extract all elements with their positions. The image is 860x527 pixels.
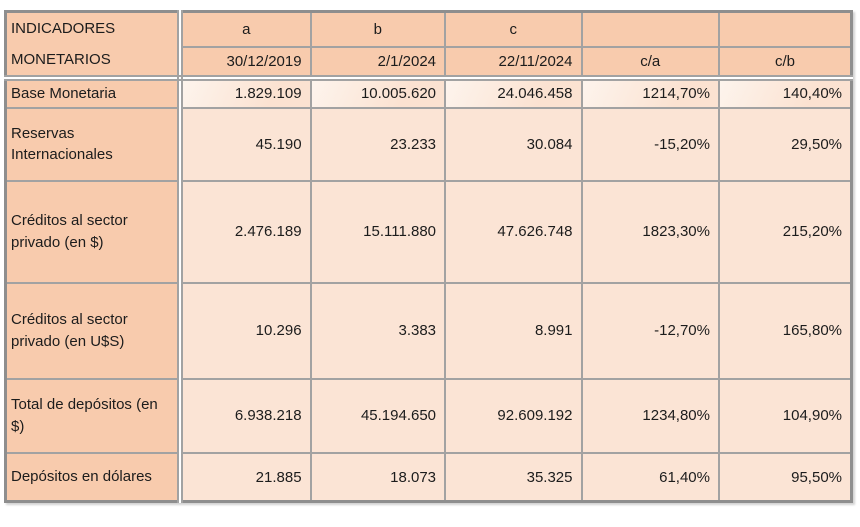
- row-label: Total de depósitos (en $): [4, 377, 184, 454]
- cell-value: 30.084: [444, 106, 583, 182]
- date-header-c: 22/11/2024: [444, 45, 583, 82]
- cell-value: 21.885: [179, 451, 312, 503]
- cell-value: 45.194.650: [309, 377, 447, 454]
- cell-value: 2.476.189: [179, 179, 312, 284]
- cell-value: 18.073: [309, 451, 447, 503]
- cell-value: 45.190: [179, 106, 312, 182]
- cell-value: -12,70%: [580, 281, 720, 380]
- cell-value: 1214,70%: [580, 77, 720, 109]
- date-header-b: 2/1/2024: [309, 45, 447, 82]
- col-header-a: a: [179, 10, 312, 48]
- table-row-creditos-pesos: Créditos al sector privado (en $) 2.476.…: [4, 179, 853, 284]
- table-title-cell: INDICADORES MONETARIOS: [4, 10, 184, 81]
- cell-value: 47.626.748: [444, 179, 583, 284]
- ratio-header-ca: c/a: [580, 45, 720, 82]
- cell-value: 165,80%: [717, 281, 853, 380]
- row-label: Depósitos en dólares: [4, 451, 184, 503]
- cell-value: 3.383: [309, 281, 447, 380]
- cell-value: 8.991: [444, 281, 583, 380]
- cell-value: 23.233: [309, 106, 447, 182]
- cell-value: 92.609.192: [444, 377, 583, 454]
- col-header-empty-1: [580, 10, 720, 48]
- table-row-reservas: Reservas Internacionales 45.190 23.233 3…: [4, 106, 853, 182]
- monetary-indicators-table: INDICADORES MONETARIOS a b c 30/12/2019 …: [4, 10, 853, 504]
- header-row-dates: 30/12/2019 2/1/2024 22/11/2024 c/a c/b: [6, 45, 853, 82]
- col-header-c: c: [444, 10, 583, 48]
- row-label: Créditos al sector privado (en U$S): [4, 281, 184, 380]
- cell-value: 215,20%: [717, 179, 853, 284]
- col-header-empty-2: [717, 10, 853, 48]
- row-label: Base Monetaria: [4, 77, 184, 109]
- cell-value: 140,40%: [717, 77, 853, 109]
- cell-value: 1823,30%: [580, 179, 720, 284]
- cell-value: -15,20%: [580, 106, 720, 182]
- cell-value: 6.938.218: [179, 377, 312, 454]
- table-row-creditos-dolares: Créditos al sector privado (en U$S) 10.2…: [4, 281, 853, 380]
- title-line-2: MONETARIOS: [11, 51, 111, 68]
- table-row-total-depositos: Total de depósitos (en $) 6.938.218 45.1…: [4, 377, 853, 454]
- date-header-a: 30/12/2019: [179, 45, 312, 82]
- cell-value: 95,50%: [717, 451, 853, 503]
- table-row-base-monetaria: Base Monetaria 1.829.109 10.005.620 24.0…: [4, 77, 853, 109]
- ratio-header-cb: c/b: [717, 45, 853, 82]
- cell-value: 61,40%: [580, 451, 720, 503]
- page: INDICADORES MONETARIOS a b c 30/12/2019 …: [4, 10, 853, 504]
- title-line-1: INDICADORES: [11, 20, 116, 37]
- cell-value: 10.005.620: [309, 77, 447, 109]
- col-header-b: b: [309, 10, 447, 48]
- cell-value: 1.829.109: [179, 77, 312, 109]
- header-row-letters: INDICADORES MONETARIOS a b c: [4, 10, 853, 81]
- cell-value: 1234,80%: [580, 377, 720, 454]
- row-label: Créditos al sector privado (en $): [4, 179, 184, 284]
- cell-value: 104,90%: [717, 377, 853, 454]
- cell-value: 29,50%: [717, 106, 853, 182]
- table-row-depositos-dolares: Depósitos en dólares 21.885 18.073 35.32…: [4, 451, 853, 503]
- cell-value: 15.111.880: [309, 179, 447, 284]
- cell-value: 35.325: [444, 451, 583, 503]
- row-label: Reservas Internacionales: [4, 106, 184, 182]
- cell-value: 24.046.458: [444, 77, 583, 109]
- cell-value: 10.296: [179, 281, 312, 380]
